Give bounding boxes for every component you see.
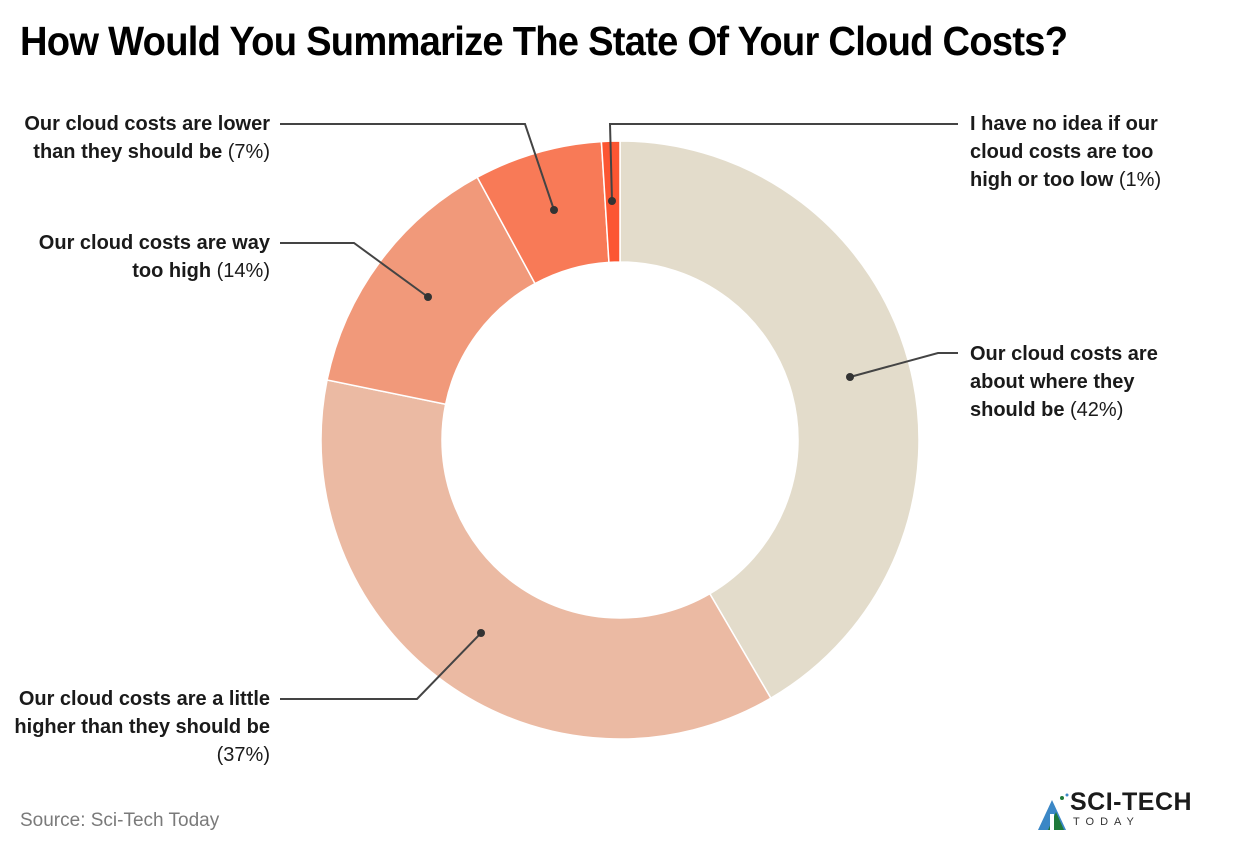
source-note: Source: Sci-Tech Today xyxy=(20,810,220,831)
leader-lines xyxy=(280,123,958,700)
label-little-higher: Our cloud costs are a little higher than… xyxy=(14,688,270,766)
leader-dot-icon xyxy=(608,197,616,205)
leader-dot-icon xyxy=(477,629,485,637)
leader-dot-icon xyxy=(550,206,558,214)
label-way-too-high: Our cloud costs are way too high (14%) xyxy=(38,232,270,282)
sci-tech-today-logo: SCI-TECH TODAY xyxy=(1036,788,1216,830)
donut-slices xyxy=(320,140,920,740)
logo-mark-icon xyxy=(1038,793,1069,830)
label-about-where: Our cloud costs are about where they sho… xyxy=(970,343,1158,421)
leader-line xyxy=(849,352,958,378)
leader-dot-icon xyxy=(846,373,854,381)
donut-slice xyxy=(326,176,537,406)
leader-line xyxy=(608,123,958,202)
logo-text-main: SCI-TECH xyxy=(1070,788,1193,816)
logo-text-sub: TODAY xyxy=(1073,816,1140,828)
donut-slice xyxy=(320,379,772,740)
label-lower-than-should: Our cloud costs are lower than they shou… xyxy=(24,113,270,163)
chart-title: How Would You Summarize The State Of You… xyxy=(20,18,1068,64)
donut-slice xyxy=(619,140,920,700)
leader-dot-icon xyxy=(424,293,432,301)
leader-line xyxy=(280,242,429,298)
leader-line xyxy=(280,123,555,211)
leader-line xyxy=(280,632,482,700)
label-no-idea: I have no idea if our cloud costs are to… xyxy=(970,113,1162,191)
